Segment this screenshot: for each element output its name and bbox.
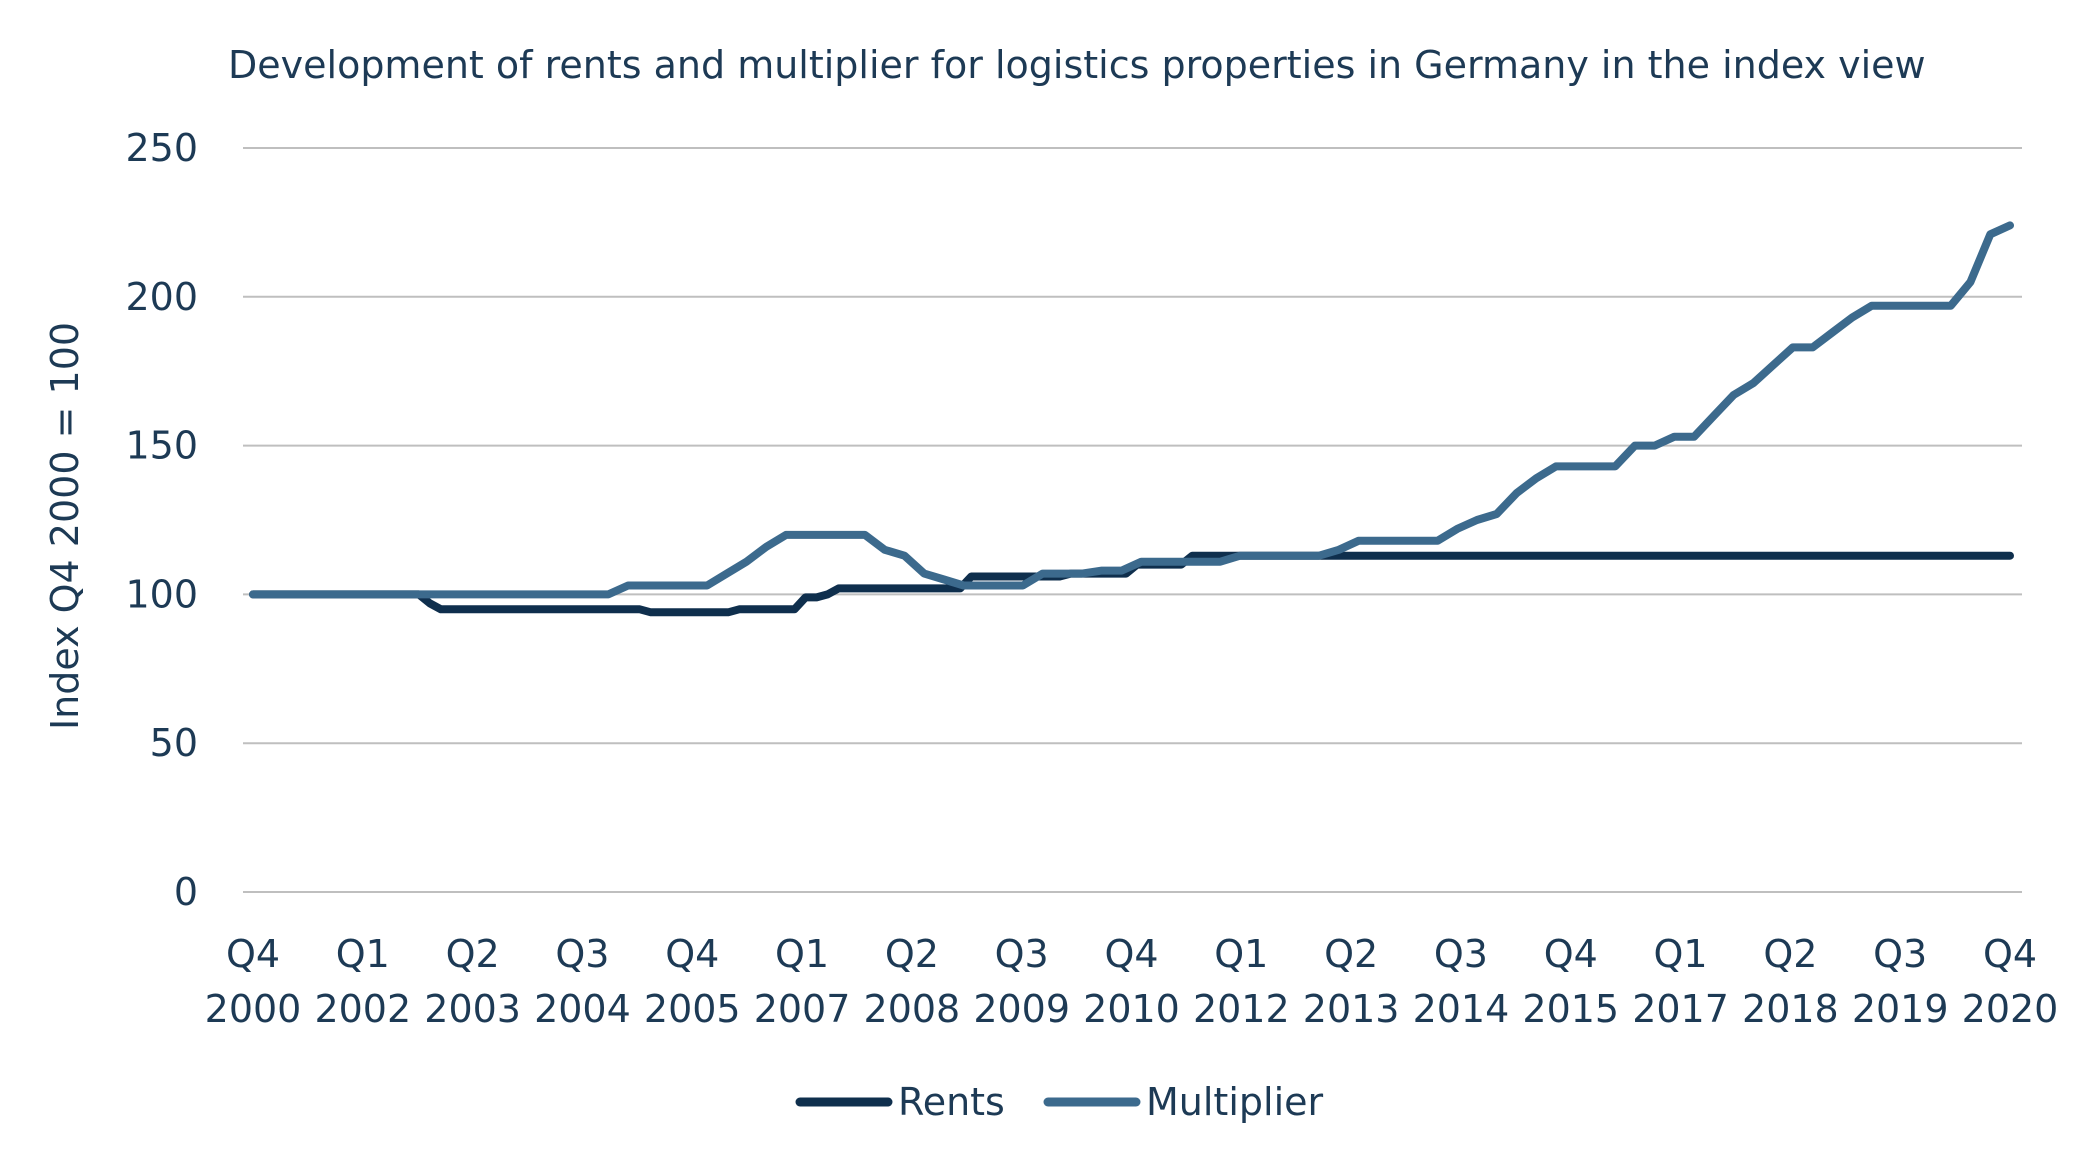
x-tick-quarter: Q3 <box>1434 932 1488 976</box>
x-tick-year: 2009 <box>973 987 1070 1031</box>
y-tick-label: 250 <box>125 126 198 170</box>
grid-lines <box>243 147 2022 893</box>
legend: Rents Multiplier <box>795 1080 1324 1124</box>
x-tick-year: 2010 <box>1083 987 1180 1031</box>
x-tick-year: 2013 <box>1303 987 1400 1031</box>
x-tick-label: Q4 2010 <box>1083 932 1180 1031</box>
x-tick-quarter: Q4 <box>1104 932 1158 976</box>
y-tick-label: 50 <box>150 721 198 765</box>
x-tick-year: 2005 <box>644 987 741 1031</box>
x-tick-label: Q3 2019 <box>1852 932 1949 1031</box>
x-tick-quarter: Q4 <box>1544 932 1598 976</box>
x-tick-quarter: Q1 <box>336 932 390 976</box>
x-tick-year: 2014 <box>1413 987 1510 1031</box>
x-tick-quarter: Q2 <box>1324 932 1378 976</box>
x-axis-ticks: Q4 2000 Q1 2002 Q2 2003 Q3 2004 Q4 2005 Q1 2007 Q2 20… <box>205 932 2059 1031</box>
x-tick-label: Q3 2004 <box>534 932 631 1031</box>
x-tick-label: Q2 2013 <box>1303 932 1400 1031</box>
x-tick-quarter: Q1 <box>1654 932 1708 976</box>
series-line-multiplier <box>249 221 2014 599</box>
y-tick-label: 0 <box>174 870 198 914</box>
x-tick-year: 2002 <box>314 987 411 1031</box>
y-axis-label: Index Q4 2000 = 100 <box>43 322 87 730</box>
x-tick-year: 2012 <box>1193 987 1290 1031</box>
y-axis-ticks: 0 50 100 150 200 250 <box>125 126 198 914</box>
x-tick-label: Q3 2009 <box>973 932 1070 1031</box>
x-tick-quarter: Q2 <box>446 932 500 976</box>
x-tick-quarter: Q3 <box>555 932 609 976</box>
x-tick-year: 2020 <box>1962 987 2059 1031</box>
x-tick-quarter: Q4 <box>1983 932 2037 976</box>
legend-item-rents: Rents <box>795 1080 1005 1124</box>
x-tick-quarter: Q1 <box>1214 932 1268 976</box>
x-tick-quarter: Q3 <box>1873 932 1927 976</box>
x-tick-quarter: Q2 <box>885 932 939 976</box>
x-tick-label: Q4 2005 <box>644 932 741 1031</box>
x-tick-year: 2015 <box>1522 987 1619 1031</box>
x-tick-quarter: Q3 <box>995 932 1049 976</box>
chart-title: Development of rents and multiplier for … <box>228 43 1926 87</box>
x-tick-year: 2007 <box>754 987 851 1031</box>
x-tick-label: Q2 2008 <box>864 932 961 1031</box>
x-tick-label: Q2 2018 <box>1742 932 1839 1031</box>
x-tick-year: 2017 <box>1632 987 1729 1031</box>
x-tick-label: Q4 2015 <box>1522 932 1619 1031</box>
x-tick-label: Q4 2000 <box>205 932 302 1031</box>
legend-item-multiplier: Multiplier <box>1043 1080 1324 1124</box>
x-tick-label: Q1 2002 <box>314 932 411 1031</box>
x-tick-quarter: Q2 <box>1763 932 1817 976</box>
x-tick-year: 2019 <box>1852 987 1949 1031</box>
x-tick-year: 2003 <box>424 987 521 1031</box>
x-tick-label: Q2 2003 <box>424 932 521 1031</box>
x-tick-quarter: Q4 <box>665 932 719 976</box>
x-tick-label: Q3 2014 <box>1413 932 1510 1031</box>
x-tick-label: Q1 2017 <box>1632 932 1729 1031</box>
x-tick-quarter: Q1 <box>775 932 829 976</box>
x-tick-year: 2000 <box>205 987 302 1031</box>
series-lines <box>249 221 2014 617</box>
x-tick-year: 2008 <box>864 987 961 1031</box>
x-tick-year: 2018 <box>1742 987 1839 1031</box>
x-tick-quarter: Q4 <box>226 932 280 976</box>
x-tick-label: Q1 2012 <box>1193 932 1290 1031</box>
y-tick-label: 150 <box>125 424 198 468</box>
legend-label: Rents <box>898 1080 1005 1124</box>
x-tick-year: 2004 <box>534 987 631 1031</box>
y-tick-label: 200 <box>125 275 198 319</box>
x-tick-label: Q4 2020 <box>1962 932 2059 1031</box>
legend-label: Multiplier <box>1146 1080 1324 1124</box>
x-tick-label: Q1 2007 <box>754 932 851 1031</box>
y-tick-label: 100 <box>125 572 198 616</box>
